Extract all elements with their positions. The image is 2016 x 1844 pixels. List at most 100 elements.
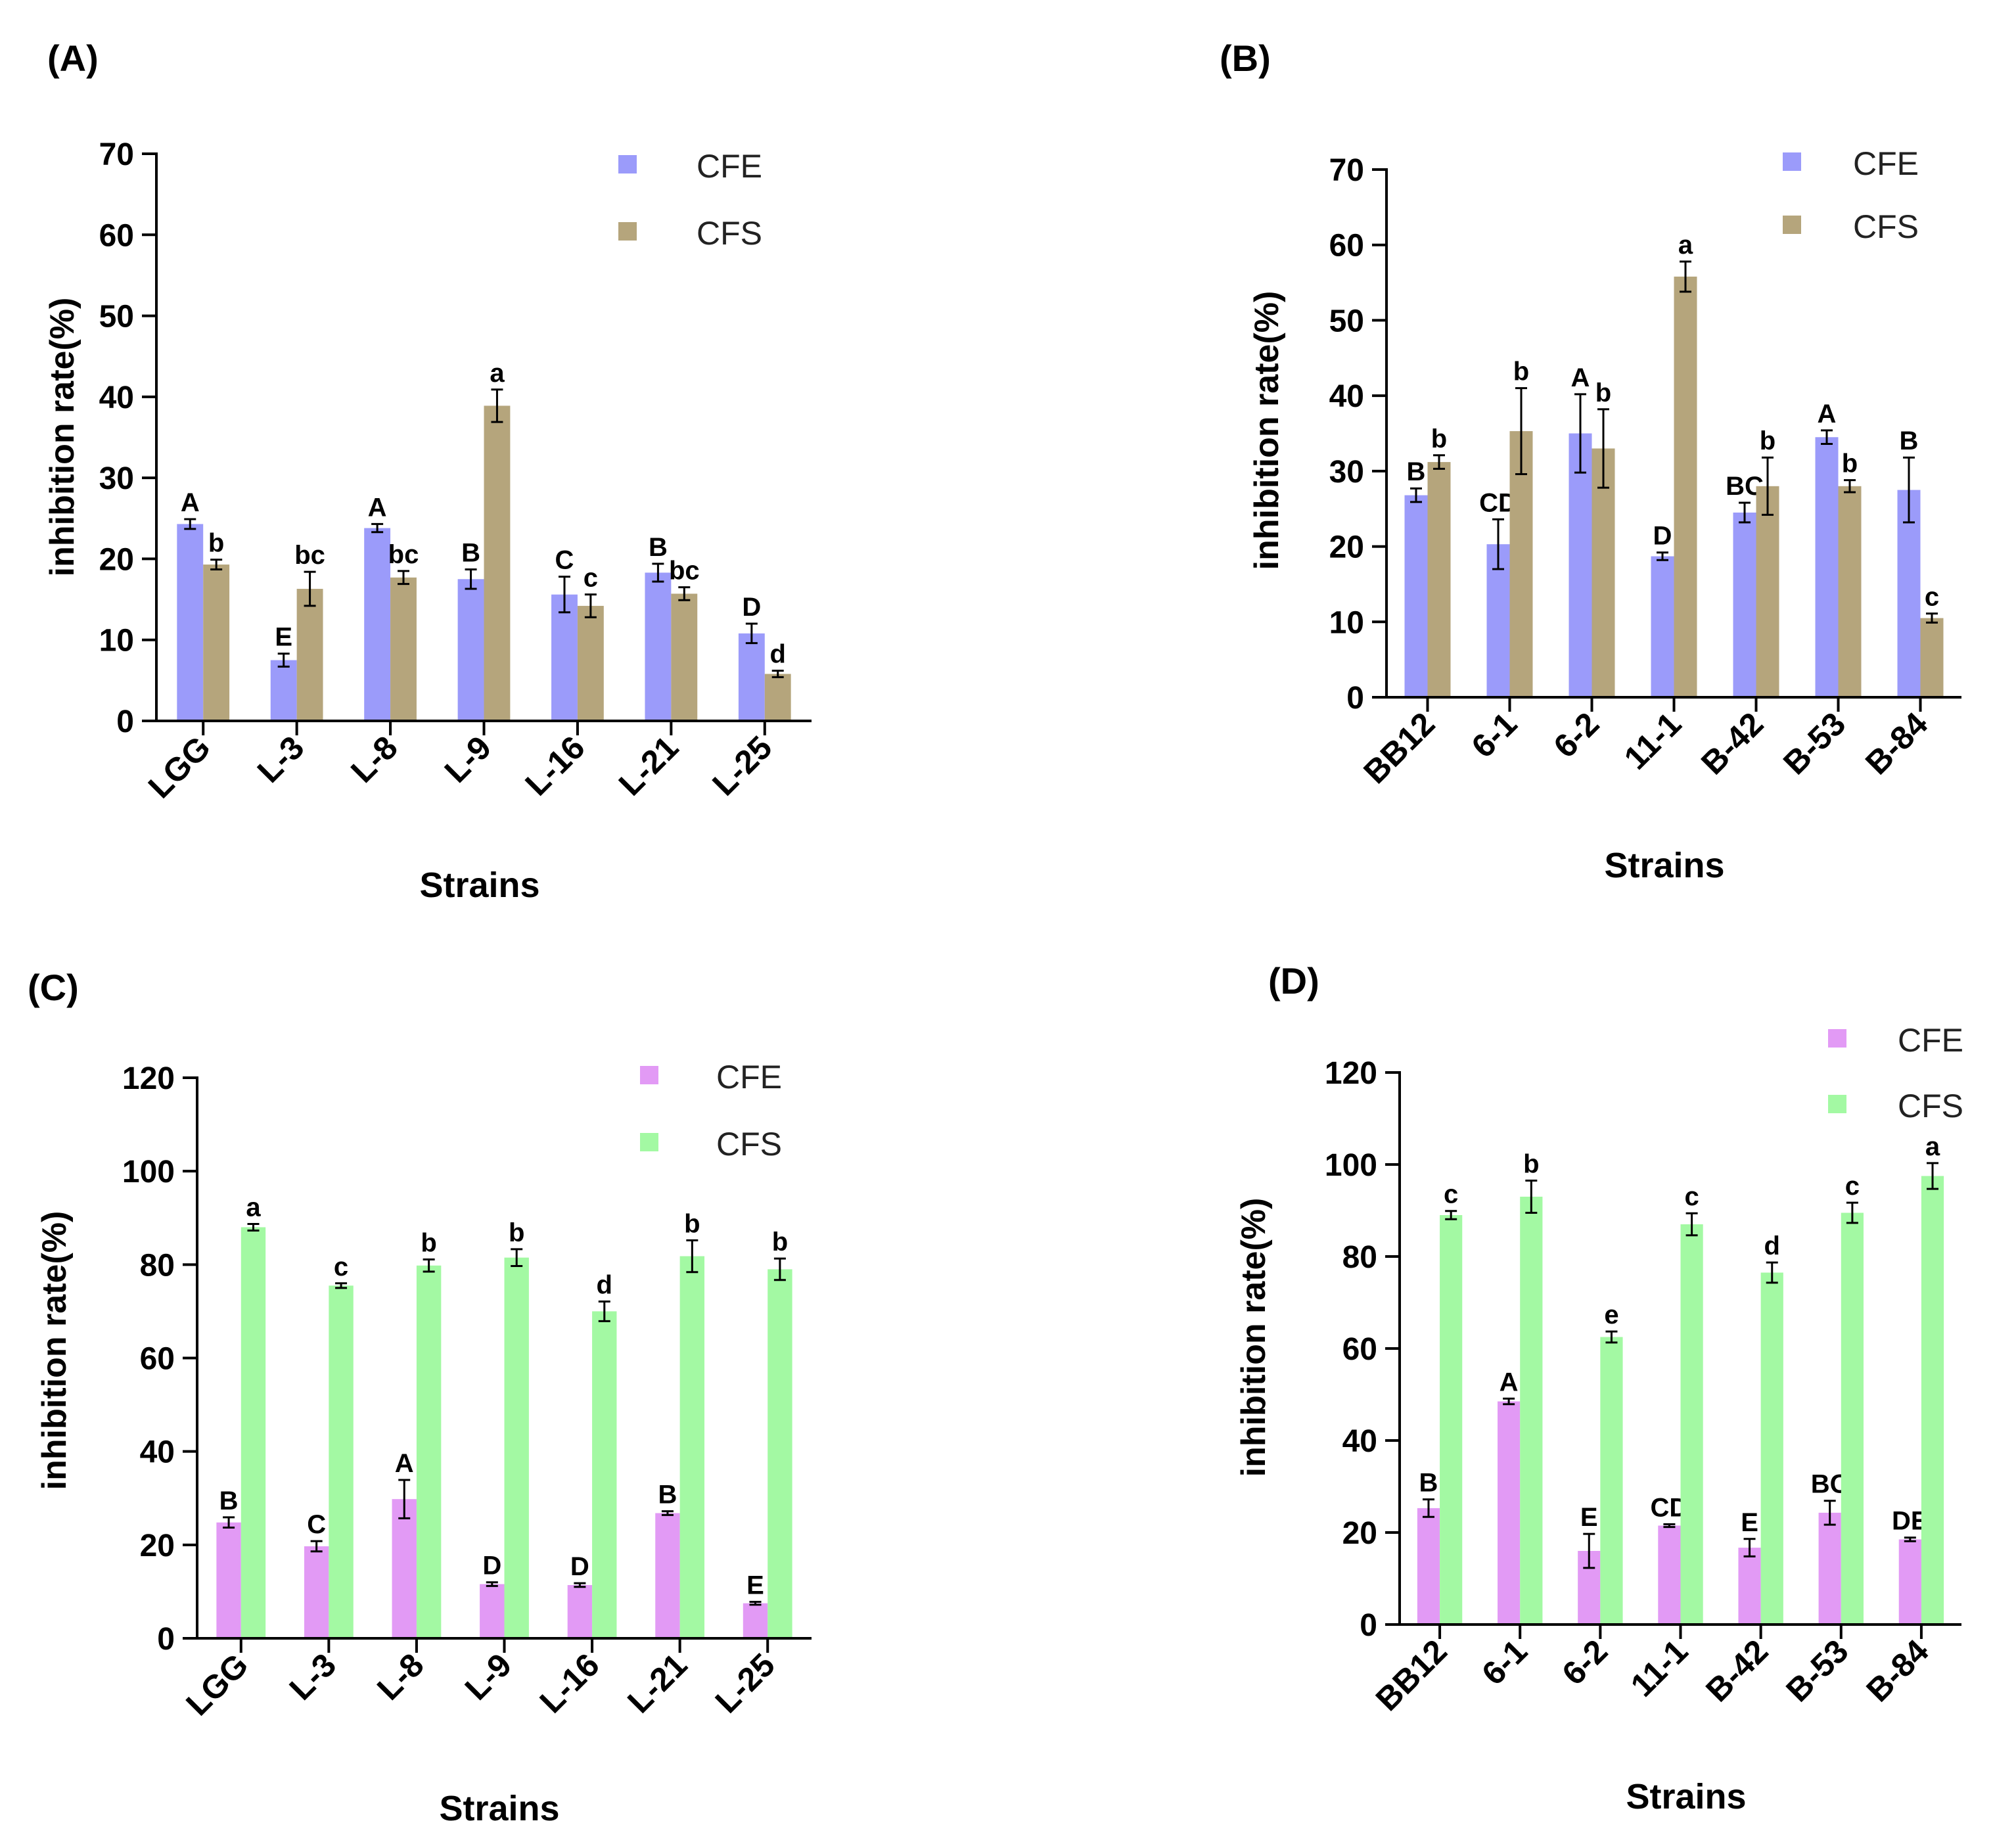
- panel-a-significance-label: A: [181, 488, 200, 517]
- panel-a-legend: CFE CFS: [618, 148, 762, 252]
- panel-c-bar-cfe-l-21: [655, 1513, 680, 1638]
- panel-b-significance-label: b: [1595, 379, 1611, 407]
- panel-a-significance-label: C: [555, 546, 574, 575]
- panel-c-y-tick-label: 100: [122, 1155, 175, 1189]
- panel-a-y-axis-label: inhibition rate(%): [43, 298, 81, 577]
- panel-d-bar-cfs-6-1: [1520, 1197, 1543, 1625]
- panel-a-y-tick-label: 10: [99, 624, 134, 658]
- panel-a-significance-label: bc: [669, 557, 700, 586]
- panel-b-bar-cfs-b-53: [1838, 486, 1862, 697]
- panel-a-bar-cfe-l-9: [457, 579, 484, 721]
- panel-b-y-tick-label: 70: [1329, 153, 1364, 188]
- panel-d-legend: CFE CFS: [1828, 1022, 1963, 1124]
- panel-a-y-tick-label: 70: [99, 137, 134, 172]
- panel-c-significance-label: a: [246, 1193, 261, 1222]
- panel-b-bar-cfe-b-53: [1815, 437, 1839, 697]
- panel-a-significance-label: a: [490, 359, 505, 388]
- panel-d-bar-cfe-b-42: [1738, 1548, 1761, 1625]
- panel-c-bar-cfe-l-25: [743, 1603, 768, 1638]
- panel-d-significance-label: c: [1845, 1172, 1860, 1201]
- panel-c-bar-cfs-l-25: [767, 1269, 792, 1638]
- panel-b-legend-swatch-cfs: [1783, 216, 1801, 234]
- panel-b-significance-label: B: [1900, 426, 1919, 455]
- panel-d-significance-label: b: [1523, 1150, 1539, 1179]
- panel-a-y-tick-label: 30: [99, 461, 134, 496]
- panel-c-bar-cfs-l-3: [329, 1285, 354, 1638]
- panel-b-y-tick-label: 40: [1329, 379, 1364, 414]
- panel-b-significance-label: A: [1571, 363, 1590, 392]
- panel-a-label: (A): [47, 37, 99, 79]
- panel-d-bar-cfs-bb12: [1440, 1215, 1463, 1625]
- panel-c-legend-swatch-cfs: [640, 1133, 658, 1151]
- panel-b-bar-cfs-6-1: [1509, 431, 1533, 697]
- panel-a-bar-cfs-l-8: [390, 577, 417, 721]
- panel-b-y-tick-label: 10: [1329, 605, 1364, 640]
- panel-c-bar-cfe-l-3: [304, 1546, 329, 1638]
- panel-c-legend-label-cfs: CFS: [716, 1126, 782, 1163]
- panel-d-y-tick-label: 40: [1342, 1424, 1377, 1459]
- panel-a-significance-label: D: [742, 593, 761, 622]
- panel-a-bar-cfe-l-21: [645, 572, 672, 721]
- panel-d-y-tick-label: 60: [1342, 1332, 1377, 1367]
- panel-b-significance-label: A: [1818, 400, 1837, 428]
- panel-d-y-tick-label: 80: [1342, 1240, 1377, 1275]
- panel-b-bar-cfe-6-2: [1569, 433, 1592, 697]
- panel-c-bar-cfs-l-16: [592, 1311, 617, 1638]
- panel-a-significance-label: B: [461, 538, 480, 567]
- panel-c-bar-cfs-l-9: [504, 1257, 529, 1638]
- panel-c-y-tick-label: 120: [122, 1061, 175, 1096]
- panel-b-significance-label: b: [1760, 426, 1775, 455]
- panel-c-legend: CFE CFS: [640, 1059, 782, 1163]
- panel-c-y-tick-label: 40: [140, 1435, 175, 1470]
- panel-c-y-tick-label: 60: [140, 1342, 175, 1377]
- panel-d-legend-swatch-cfe: [1828, 1029, 1846, 1048]
- panel-a-bar-cfe-l-16: [551, 594, 578, 721]
- panel-c-bar-cfe-l-16: [567, 1584, 593, 1638]
- panel-b-legend: CFE CFS: [1783, 145, 1919, 245]
- panel-b-significance-label: D: [1653, 522, 1672, 551]
- panel-b-bar-cfs-b-84: [1920, 618, 1944, 697]
- panel-d-bar-cfs-b-42: [1760, 1272, 1783, 1625]
- panel-a-y-tick-label: 50: [99, 300, 134, 334]
- panel-d-significance-label: a: [1925, 1132, 1940, 1161]
- panel-d-significance-label: c: [1684, 1182, 1699, 1211]
- panel-b-significance-label: B: [1407, 457, 1426, 486]
- panel-c-significance-label: E: [746, 1571, 764, 1600]
- panel-a-y-tick-label: 40: [99, 380, 134, 415]
- panel-d-bar-cfe-b-53: [1818, 1512, 1841, 1625]
- panel-b-bar-cfe-b-42: [1733, 512, 1756, 697]
- panel-b-y-tick-label: 20: [1329, 530, 1364, 565]
- panel-d-significance-label: d: [1764, 1232, 1780, 1260]
- panel-c-significance-label: c: [334, 1253, 348, 1281]
- panel-d-bar-cfs-b-84: [1921, 1176, 1944, 1625]
- panel-b-bar-cfs-b-42: [1756, 486, 1779, 697]
- panel-d-legend-label-cfe: CFE: [1898, 1022, 1963, 1059]
- panel-a-bar-cfe-lgg: [177, 524, 204, 721]
- panel-c-legend-label-cfe: CFE: [716, 1059, 782, 1095]
- panel-c-significance-label: b: [421, 1229, 436, 1258]
- panel-a-y-tick-label: 60: [99, 218, 134, 253]
- panel-c-x-axis-label: Strains: [439, 1789, 559, 1828]
- panel-d-plot: 020406080100120BcBB12Ab6-1Ee6-2CDc11-1Ed…: [1325, 1056, 1961, 1718]
- panel-b-legend-label-cfs: CFS: [1853, 208, 1919, 245]
- panel-c-significance-label: C: [307, 1510, 326, 1539]
- panel-d-bar-cfe-bb12: [1417, 1508, 1440, 1625]
- panel-a-legend-label-cfs: CFS: [697, 215, 762, 252]
- panel-c-significance-label: A: [395, 1449, 414, 1478]
- panel-a-significance-label: B: [649, 533, 668, 562]
- panel-d-bar-cfe-11-1: [1658, 1525, 1681, 1625]
- panel-b-legend-label-cfe: CFE: [1853, 145, 1919, 182]
- panel-d-label: (D): [1268, 960, 1319, 1002]
- panel-c-significance-label: d: [597, 1270, 612, 1299]
- panel-b-bar-cfs-6-2: [1592, 448, 1615, 697]
- panel-d-y-axis-label: inhibition rate(%): [1235, 1198, 1273, 1477]
- panel-b-y-tick-label: 60: [1329, 229, 1364, 264]
- panel-d-significance-label: e: [1604, 1301, 1618, 1329]
- panel-a-bar-cfs-l-21: [671, 593, 698, 721]
- panel-d-significance-label: A: [1500, 1368, 1519, 1396]
- panel-b-x-axis-label: Strains: [1604, 846, 1724, 885]
- panel-c-y-axis-label: inhibition rate(%): [35, 1211, 74, 1490]
- panel-a-bar-cfs-l-16: [577, 605, 604, 721]
